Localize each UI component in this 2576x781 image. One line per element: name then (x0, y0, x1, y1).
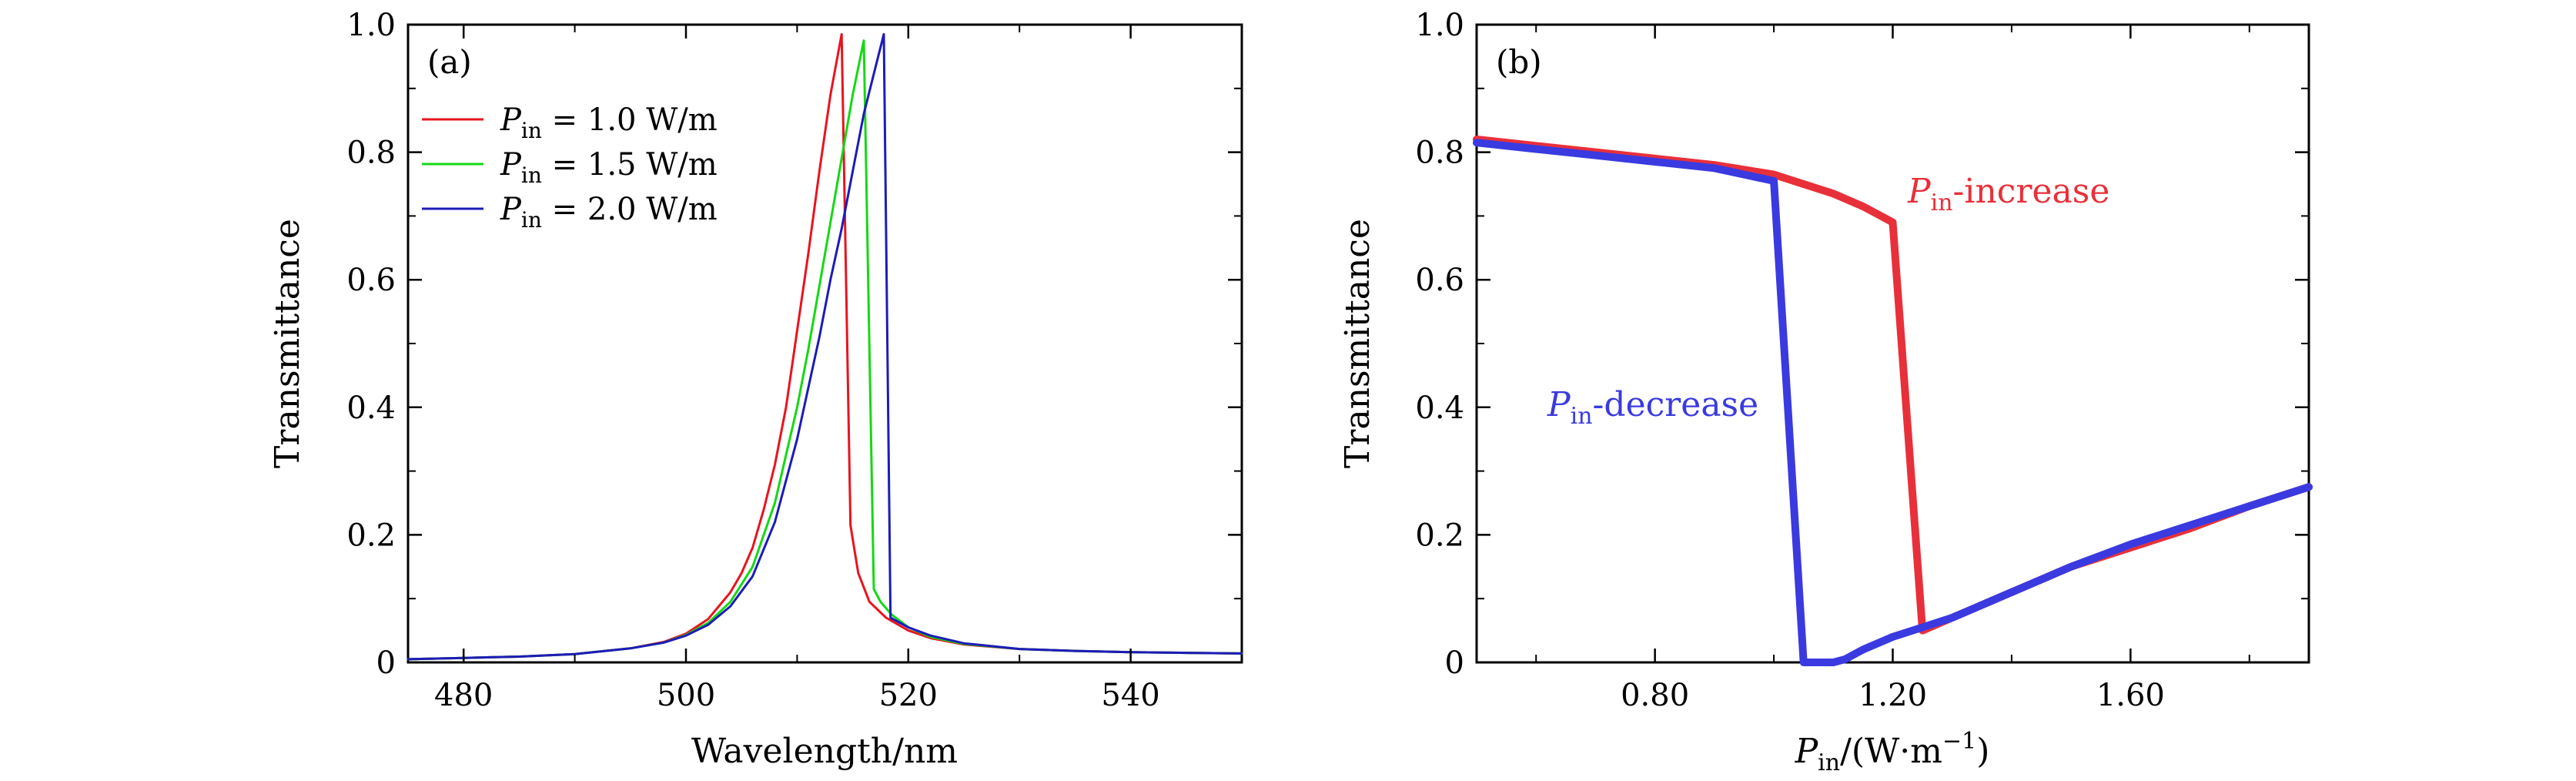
panel-a-x-ticks: 480 500 520 540 (434, 25, 1160, 713)
panel-a-x-axis-title: Wavelength/nm (691, 732, 958, 771)
panel-a-y-tick-label: 0 (376, 645, 396, 681)
panel-a-series-line-3 (406, 32, 1243, 661)
panel-b-plot-frame (1475, 23, 2310, 664)
panel-b-y-ticks: 0 0.2 0.4 0.6 0.8 1.0 (1415, 8, 2309, 681)
panel-b-y-axis-title: Transmittance (1338, 219, 1377, 468)
panel-b-x-tick-label: 1.60 (2096, 678, 2165, 713)
panel-b-series-line-2 (1473, 139, 2313, 666)
panel-b-x-tick-label: 1.20 (1858, 678, 1927, 713)
panel-b-y-tick-label: 0.2 (1415, 518, 1464, 553)
panel-b-x-tick-label: 0.80 (1621, 678, 1689, 713)
panel-a-legend: Pin = 1.0 W/m Pin = 1.5 W/m Pin = 2.0 W/… (422, 102, 718, 233)
panel-a-label: (a) (427, 43, 472, 81)
panel-a-y-tick-label: 0.6 (346, 263, 396, 298)
panel-b-chart: 0.80 1.20 1.60 0 0.2 0.4 0.6 0.8 1.0 (b) Pin/(W… (1338, 8, 2313, 776)
panel-b-y-tick-label: 0.8 (1415, 136, 1464, 171)
panel-b-label: (b) (1496, 43, 1542, 81)
panel-b-x-axis-title: Pin/(W·m−1) (1795, 728, 1990, 776)
legend-entry-2: Pin = 1.5 W/m (422, 147, 718, 188)
panel-a-x-tick-label: 500 (657, 678, 715, 713)
panel-b-y-tick-label: 0 (1445, 645, 1464, 681)
panel-b-x-ticks: 0.80 1.20 1.60 (1535, 25, 2250, 713)
legend-entry-3: Pin = 2.0 W/m (422, 192, 718, 233)
panel-a-y-tick-label: 0.4 (346, 390, 396, 426)
legend-label-1: Pin = 1.0 W/m (500, 102, 718, 143)
panel-a-y-axis-title: Transmittance (268, 219, 307, 468)
annotation-increase: Pin-increase (1907, 172, 2109, 216)
panel-a-x-tick-label: 480 (434, 678, 493, 713)
panel-a-y-tick-label: 0.8 (346, 136, 396, 171)
panel-b-y-tick-label: 1.0 (1415, 8, 1464, 43)
legend-entry-1: Pin = 1.0 W/m (422, 102, 718, 143)
panel-a-series-group (406, 32, 1243, 661)
legend-label-3: Pin = 2.0 W/m (500, 192, 718, 233)
panel-a-x-tick-label: 520 (879, 678, 938, 713)
panel-a-x-tick-label: 540 (1101, 678, 1159, 713)
panel-b-series-group (1473, 136, 2313, 666)
panel-a-y-ticks: 0 0.2 0.4 0.6 0.8 1.0 (346, 8, 1242, 681)
panel-b-y-tick-label: 0.4 (1415, 390, 1464, 426)
panel-a-y-tick-label: 0.2 (346, 518, 396, 553)
annotation-decrease: Pin-decrease (1547, 385, 1758, 430)
panel-a-chart: 480 500 520 540 0 0.2 0.4 0.6 0.8 1.0 (a) Wavele… (268, 8, 1243, 771)
legend-label-2: Pin = 1.5 W/m (500, 147, 718, 188)
panel-b-y-tick-label: 0.6 (1415, 263, 1464, 298)
panel-a-y-tick-label: 1.0 (346, 8, 396, 43)
